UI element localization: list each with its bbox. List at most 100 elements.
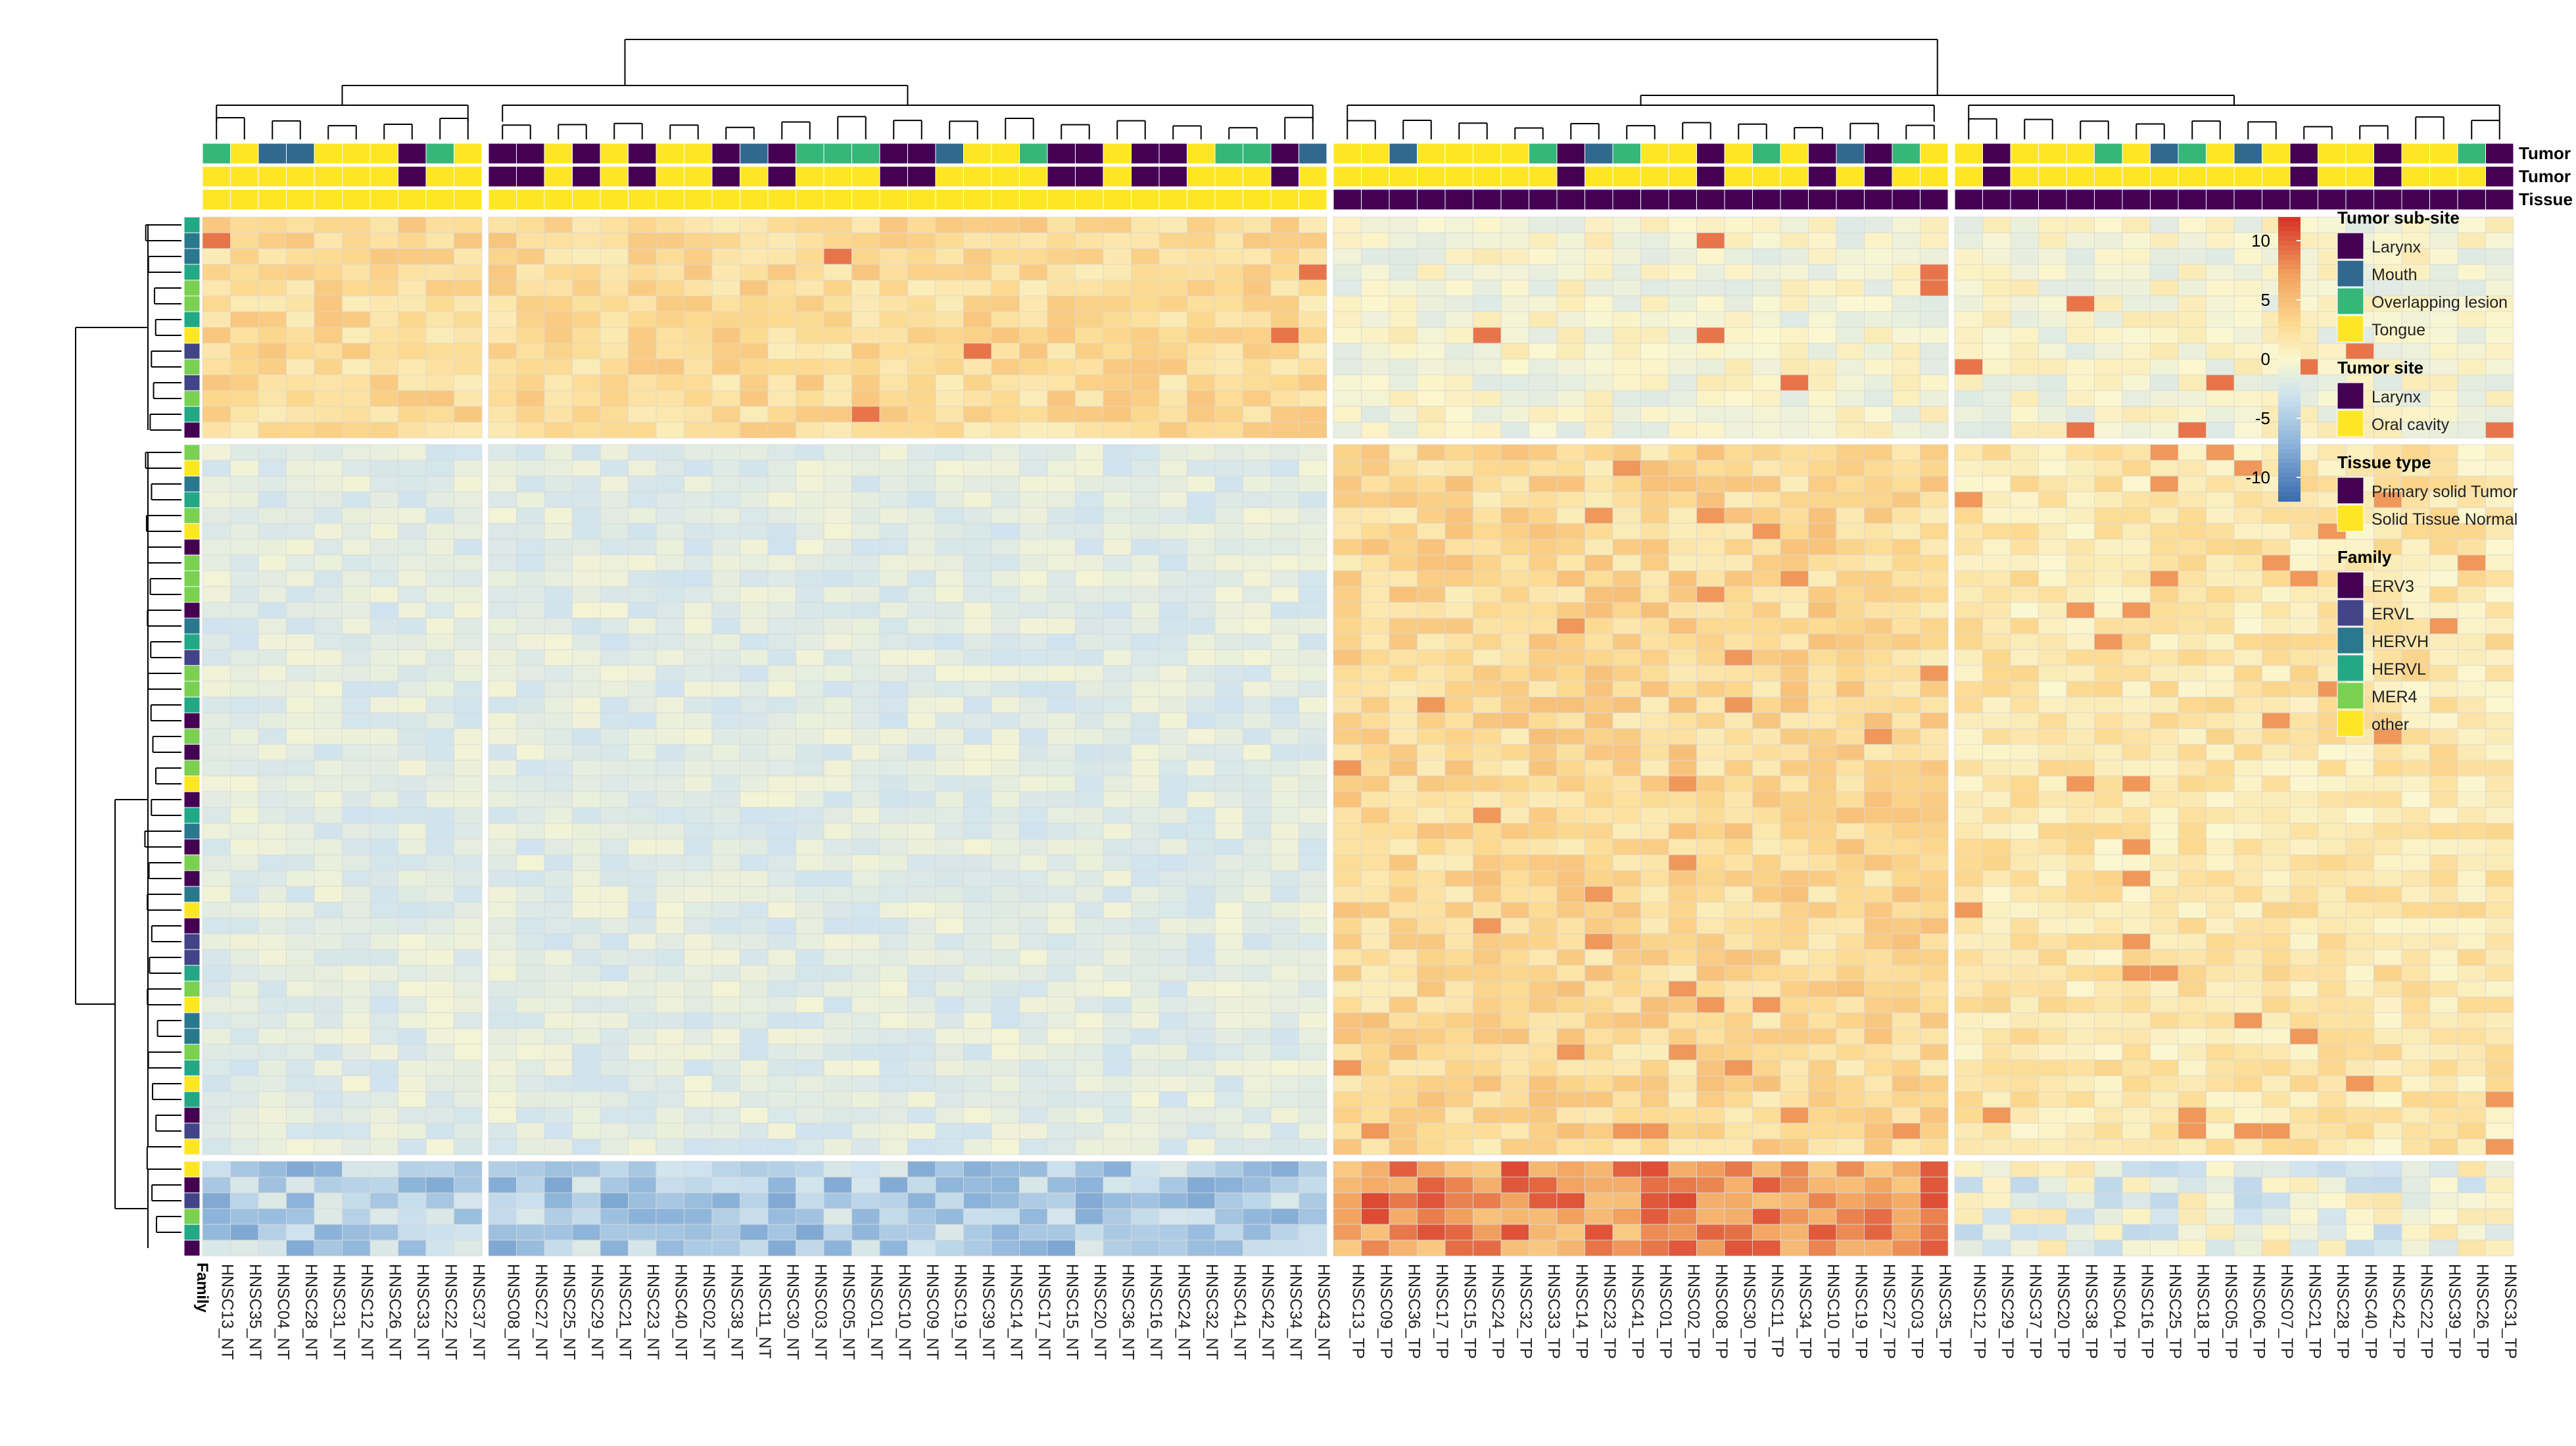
heatmap-cell [2318,917,2347,934]
heatmap-cell [286,665,315,682]
heatmap-cell [1724,854,1753,871]
heatmap-cell [600,1012,629,1029]
heatmap-cell [425,791,454,808]
heatmap-cell [1417,649,1446,666]
heatmap-cell [2206,539,2235,556]
heatmap-cell [2429,823,2458,840]
heatmap-cell [1696,343,1725,360]
heatmap-cell [1920,475,1949,493]
annotation-cell [1780,189,1809,210]
heatmap-cell [2066,311,2095,328]
heatmap-cell [1243,343,1272,360]
heatmap-cell [1529,523,1558,540]
heatmap-cell [230,917,259,934]
heatmap-cell [2233,902,2262,919]
heatmap-cell [935,374,964,391]
heatmap-cell [2401,775,2430,792]
heatmap-cell [1473,886,1502,903]
heatmap-cell [2178,649,2206,666]
heatmap-cell [851,295,880,312]
heatmap-cell [2038,949,2067,966]
annotation-cell [711,166,740,187]
heatmap-cell [2233,311,2262,328]
heatmap-cell [544,649,573,666]
heatmap-cell [1640,279,1669,297]
heatmap-cell [1892,838,1920,856]
heatmap-cell [230,617,259,635]
heatmap-cell [740,744,769,761]
heatmap-cell [1417,1012,1446,1029]
heatmap-cell [1640,807,1669,824]
heatmap-cell [1389,1044,1418,1061]
annotation-cell [2122,189,2151,210]
annotation-cell [1417,166,1446,187]
heatmap-cell [572,475,601,493]
heatmap-cell [1556,649,1585,666]
heatmap-cell [1299,491,1327,508]
heatmap-cell [202,1044,231,1061]
heatmap-cell [684,491,713,508]
heatmap-cell [2485,248,2514,265]
heatmap-cell [488,870,517,887]
heatmap-cell [1243,791,1272,808]
heatmap-cell [2094,649,2123,666]
heatmap-cell [1808,775,1837,792]
heatmap-cell [684,295,713,312]
heatmap-cell [2233,343,2262,360]
heatmap-cell [1529,681,1558,698]
heatmap-cell [1954,1028,1983,1045]
heatmap-cell [1696,886,1725,903]
heatmap-cell [600,327,629,344]
heatmap-cell [1214,279,1243,297]
heatmap-cell [314,617,343,635]
heatmap-cell [879,523,908,540]
heatmap-cell [425,586,454,603]
heatmap-cell [1612,216,1641,233]
annotation-cell [258,189,287,210]
heatmap-cell [600,390,629,407]
heatmap-cell [767,791,796,808]
heatmap-cell [2233,681,2262,698]
heatmap-cell [342,681,371,698]
heatmap-cell [286,617,315,635]
heatmap-cell [1612,902,1641,919]
family-annotation-cell [183,523,201,540]
heatmap-cell [1585,775,1613,792]
heatmap-cell [2457,649,2486,666]
heatmap-cell [1529,696,1558,713]
heatmap-cell [1585,633,1613,650]
heatmap-cell [202,539,231,556]
heatmap-cell [398,902,427,919]
heatmap-cell [1270,232,1299,249]
heatmap-cell [796,949,824,966]
heatmap-cell [1417,823,1446,840]
heatmap-cell [2206,1012,2235,1029]
heatmap-cell [907,681,936,698]
heatmap-cell [2457,807,2486,824]
heatmap-cell [1752,295,1781,312]
heatmap-cell [851,374,880,391]
annotation-cell [2401,189,2430,210]
heatmap-cell [2010,854,2039,871]
heatmap-cell [1864,216,1893,233]
heatmap-cell [516,374,545,391]
heatmap-cell [684,823,713,840]
heatmap-cell [572,554,601,571]
heatmap-cell [2178,633,2206,650]
heatmap-cell [1361,1028,1390,1045]
heatmap-cell [1668,232,1697,249]
heatmap-cell [2318,965,2347,982]
heatmap-cell [1808,311,1837,328]
heatmap-cell [1333,295,1362,312]
heatmap-cell [230,744,259,761]
heatmap-cell [628,728,657,745]
heatmap-cell [1103,460,1132,477]
annotation-cell [991,166,1020,187]
heatmap-cell [1075,870,1104,887]
heatmap-cell [2094,980,2123,998]
heatmap-cell [600,807,629,824]
heatmap-cell [2094,248,2123,265]
heatmap-cell [1417,295,1446,312]
heatmap-cell [454,696,483,713]
heatmap-cell [572,649,601,666]
